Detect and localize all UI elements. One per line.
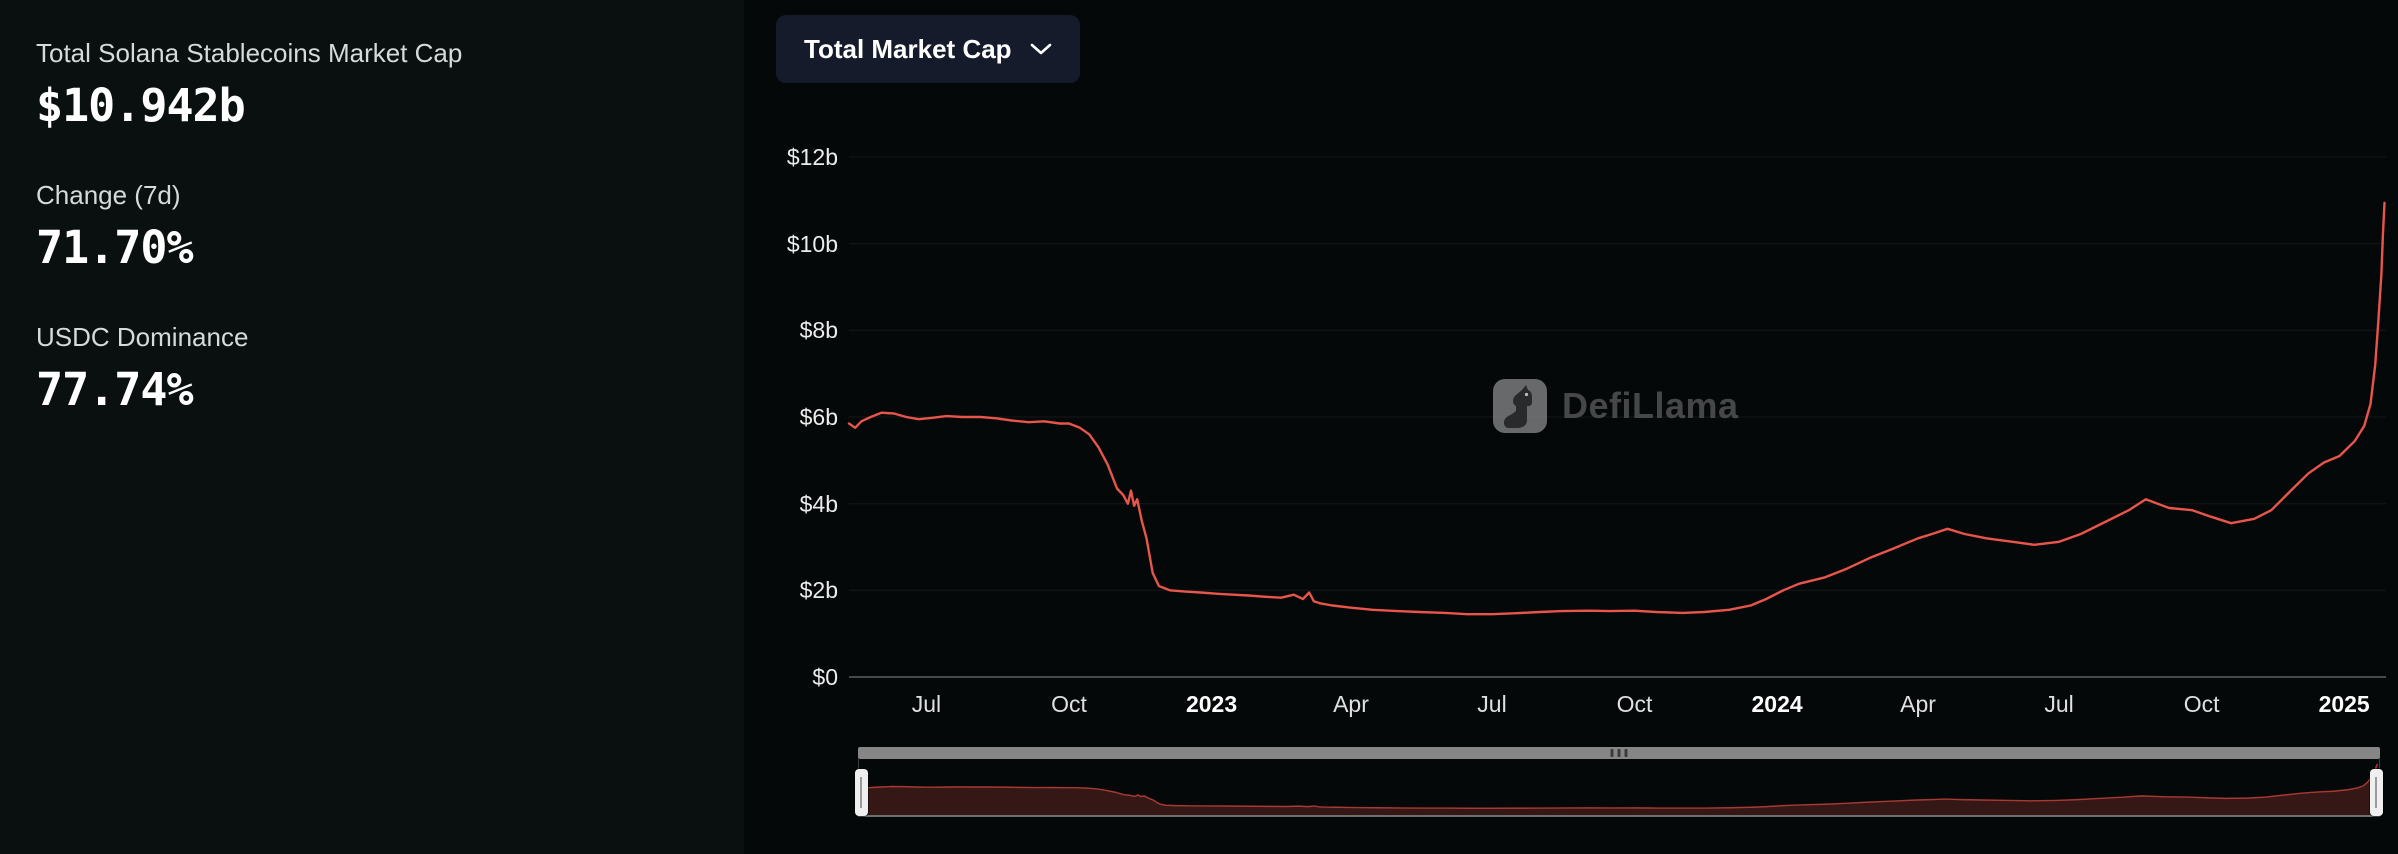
x-axis-label: Jul [2044,691,2074,717]
x-axis-label: Jul [1477,691,1507,717]
x-axis-label: Oct [1051,691,1087,717]
stat-change-7d: Change (7d) 71.70% [36,180,744,274]
x-axis-label: 2023 [1185,691,1238,717]
watermark: DefiLlama [1492,378,1739,434]
market-cap-label: Total Solana Stablecoins Market Cap [36,38,463,68]
metric-selector-button[interactable]: Total Market Cap [776,15,1080,83]
x-axis-label: 2024 [1751,691,1803,717]
y-axis-label: $2b [799,577,838,604]
metric-selector-label: Total Market Cap [804,33,1012,64]
x-axis: Jul Oct 2023 Apr Jul Oct 2024 Apr Jul Oct 2025 [849,691,2386,723]
brush-mini-chart[interactable] [858,759,2380,817]
brush-scrollbar[interactable] [858,747,2380,759]
y-axis-label: $6b [799,404,838,430]
x-axis-label: 2025 [2318,691,2370,717]
chevron-down-icon [1030,43,1051,54]
y-axis-label: $12b [786,144,838,170]
x-axis-label: Oct [1616,691,1653,717]
stat-usdc-dominance: USDC Dominance 77.74% [36,322,744,416]
brush-handle-left[interactable] [855,769,868,816]
brush-handle-right[interactable] [2370,769,2383,816]
time-range-brush[interactable] [855,747,2383,821]
x-axis-label: Oct [2183,691,2220,717]
x-axis-label: Apr [1900,691,1936,717]
y-axis-label: $8b [799,317,838,344]
y-axis: $0 $2b $4b $6b $8b $10b $12b [718,144,838,690]
y-axis-label: $4b [799,490,838,517]
usdc-dominance-value: 77.74% [36,363,194,416]
change-7d-value: 71.70% [36,221,194,274]
stat-market-cap: Total Solana Stablecoins Market Cap $10.… [36,38,744,132]
usdc-dominance-label: USDC Dominance [36,322,249,352]
stats-panel: Total Solana Stablecoins Market Cap $10.… [0,0,744,854]
y-axis-label: $10b [786,230,838,257]
brush-grip-icon[interactable] [1610,749,1628,757]
y-axis-label: $0 [812,664,838,690]
x-axis-label: Apr [1333,691,1369,717]
market-cap-line-chart[interactable] [847,156,2386,678]
defillama-logo-icon [1493,379,1547,433]
watermark-text: DefiLlama [1562,385,1739,426]
change-7d-label: Change (7d) [36,180,181,210]
x-axis-label: Jul [911,691,942,717]
market-cap-value: $10.942b [36,79,246,132]
